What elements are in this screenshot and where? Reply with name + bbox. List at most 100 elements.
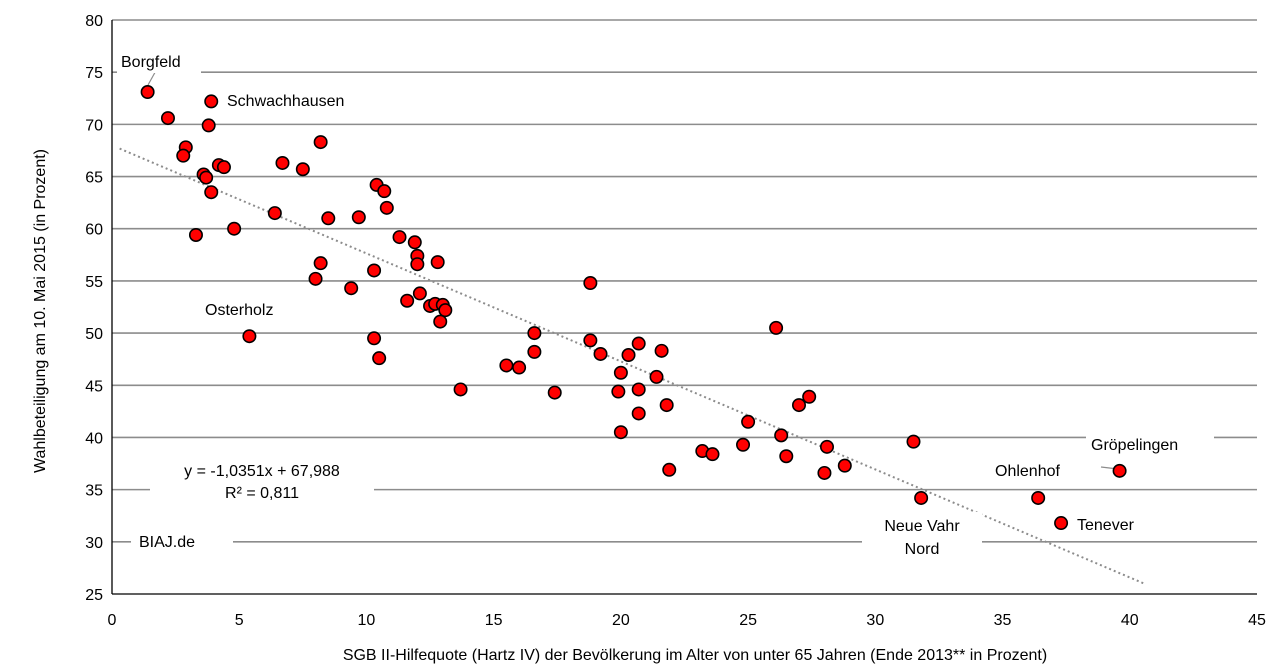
trend-equation: y = -1,0351x + 67,988 xyxy=(184,463,340,480)
data-point xyxy=(583,333,598,348)
x-axis-label: SGB II-Hilfequote (Hartz IV) der Bevölke… xyxy=(343,647,1047,664)
data-point xyxy=(705,447,720,462)
data-point xyxy=(176,148,191,163)
x-tick-label: 10 xyxy=(358,612,376,629)
y-tick-label: 45 xyxy=(85,378,103,395)
label-tenever: Tenever xyxy=(1077,517,1135,534)
data-point xyxy=(453,382,468,397)
data-point xyxy=(654,343,669,358)
data-points xyxy=(140,85,1127,531)
x-tick-label: 25 xyxy=(739,612,757,629)
x-tick-label: 40 xyxy=(1121,612,1139,629)
data-point xyxy=(412,286,427,301)
data-point xyxy=(791,398,806,413)
data-point xyxy=(499,358,514,373)
y-tick-label: 70 xyxy=(85,117,103,134)
y-tick-label: 75 xyxy=(85,65,103,82)
data-point xyxy=(583,275,598,290)
axes xyxy=(111,20,1257,595)
neue-vahr-nord-label-box xyxy=(862,512,982,562)
data-point xyxy=(199,170,214,185)
y-tick-label: 55 xyxy=(85,274,103,291)
data-point xyxy=(1054,516,1069,531)
schwachhausen-label-box xyxy=(221,87,389,113)
data-point xyxy=(308,271,323,286)
data-point xyxy=(779,449,794,464)
y-tick-label: 40 xyxy=(85,430,103,447)
data-point xyxy=(547,385,562,400)
data-point xyxy=(649,369,664,384)
y-tick-label: 80 xyxy=(85,13,103,30)
y-axis-label: Wahlbeteiligung am 10. Mai 2015 (in Proz… xyxy=(32,149,49,473)
data-point xyxy=(313,135,328,150)
data-point xyxy=(344,281,359,296)
label-groepelingen: Gröpelingen xyxy=(1091,437,1178,454)
data-point xyxy=(802,389,817,404)
data-point xyxy=(631,336,646,351)
data-point xyxy=(377,184,392,199)
label-neue-vahr-nord-line2: Nord xyxy=(905,541,940,558)
data-point xyxy=(613,425,628,440)
data-point xyxy=(351,210,366,225)
x-tick-labels: 0 5 10 15 20 25 30 35 40 45 xyxy=(108,612,1266,629)
data-point xyxy=(407,235,422,250)
data-point xyxy=(295,162,310,177)
data-point xyxy=(321,211,336,226)
data-point xyxy=(774,428,789,443)
data-point xyxy=(433,314,448,329)
x-tick-label: 0 xyxy=(108,612,117,629)
data-point xyxy=(400,293,415,308)
osterholz-label-box xyxy=(200,297,304,321)
data-point xyxy=(1031,490,1046,505)
point-label-boxes xyxy=(117,49,1214,562)
data-point xyxy=(438,303,453,318)
x-tick-label: 45 xyxy=(1248,612,1266,629)
groepelingen-label-box xyxy=(1086,432,1214,458)
data-point xyxy=(593,346,608,361)
data-point xyxy=(430,255,445,270)
data-point xyxy=(631,406,646,421)
data-point xyxy=(201,118,216,133)
x-tick-label: 15 xyxy=(485,612,503,629)
label-leader-lines xyxy=(147,66,1119,470)
data-point xyxy=(512,360,527,375)
data-point xyxy=(527,326,542,341)
data-point xyxy=(267,206,282,221)
data-point xyxy=(410,257,425,272)
y-tick-label: 65 xyxy=(85,170,103,187)
data-point xyxy=(621,348,636,363)
data-point xyxy=(819,439,834,454)
data-point xyxy=(188,227,203,242)
data-point xyxy=(160,111,175,126)
data-point xyxy=(140,85,155,100)
y-tick-label: 50 xyxy=(85,326,103,343)
label-borgfeld: Borgfeld xyxy=(121,54,181,71)
data-point xyxy=(379,200,394,215)
data-point xyxy=(372,351,387,366)
data-point xyxy=(242,329,257,344)
data-point xyxy=(659,398,674,413)
data-point xyxy=(1112,463,1127,478)
data-point xyxy=(736,437,751,452)
data-point xyxy=(914,490,929,505)
data-point xyxy=(662,462,677,477)
data-point xyxy=(527,344,542,359)
data-point xyxy=(313,256,328,271)
x-tick-label: 20 xyxy=(612,612,630,629)
data-point xyxy=(367,263,382,278)
y-tick-label: 35 xyxy=(85,483,103,500)
data-point xyxy=(275,155,290,170)
label-osterholz: Osterholz xyxy=(205,302,273,319)
data-point xyxy=(216,160,231,175)
label-schwachhausen: Schwachhausen xyxy=(227,93,344,110)
data-point xyxy=(631,382,646,397)
data-point xyxy=(837,458,852,473)
y-tick-label: 60 xyxy=(85,222,103,239)
label-neue-vahr-nord: Neue Vahr xyxy=(884,518,960,535)
data-point xyxy=(204,185,219,200)
trendline xyxy=(119,147,1146,585)
y-tick-label: 25 xyxy=(85,587,103,604)
y-tick-label: 30 xyxy=(85,535,103,552)
label-ohlenhof: Ohlenhof xyxy=(995,463,1060,480)
data-point xyxy=(204,94,219,109)
